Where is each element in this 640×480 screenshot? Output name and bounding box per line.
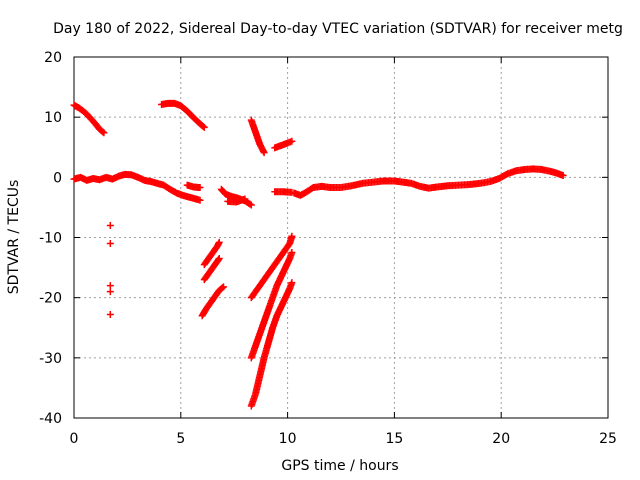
chart-title: Day 180 of 2022, Sidereal Day-to-day VTE… [53,21,623,37]
y-tick-label: -40 [39,411,62,427]
y-tick-label: -10 [39,231,62,247]
y-axis-title: SDTVAR / TECUs [6,180,22,295]
y-tick-labels: -40 -30 -20 -10 0 10 20 [39,50,62,427]
data-point [106,221,114,229]
x-tick-label: 0 [70,431,79,447]
y-tick-label: 20 [44,50,62,66]
data-point [106,240,114,248]
grid-lines [74,57,608,418]
data-point [247,201,255,209]
x-tick-label: 5 [176,431,185,447]
data-point [220,283,228,291]
data-point [199,122,207,130]
data-point [106,311,114,319]
y-tick-label: -30 [39,351,62,367]
data-point [559,172,567,180]
y-tick-label: 10 [44,110,62,126]
x-tick-label: 20 [492,431,510,447]
data-point [288,232,296,240]
data-point [215,255,223,263]
data-point [288,137,296,145]
data-point [106,282,114,290]
y-tick-label: 0 [53,170,62,186]
x-tick-label: 10 [279,431,297,447]
data-point [246,200,254,208]
data-point [200,123,208,131]
x-axis-title: GPS time / hours [281,458,398,474]
data-point [241,195,249,203]
data-point [215,238,223,246]
y-tick-label: -20 [39,291,62,307]
x-tick-labels: 0 5 10 15 20 25 [70,431,617,447]
data-point [100,129,108,137]
data-point [99,128,107,136]
data-point [260,149,268,157]
data-point [288,279,296,287]
data-point [218,284,226,292]
data-point [106,288,114,296]
data-point [196,196,204,204]
data-points [70,99,567,410]
x-tick-label: 25 [599,431,617,447]
data-point [196,184,204,192]
x-tick-label: 15 [385,431,403,447]
data-point [288,249,296,257]
